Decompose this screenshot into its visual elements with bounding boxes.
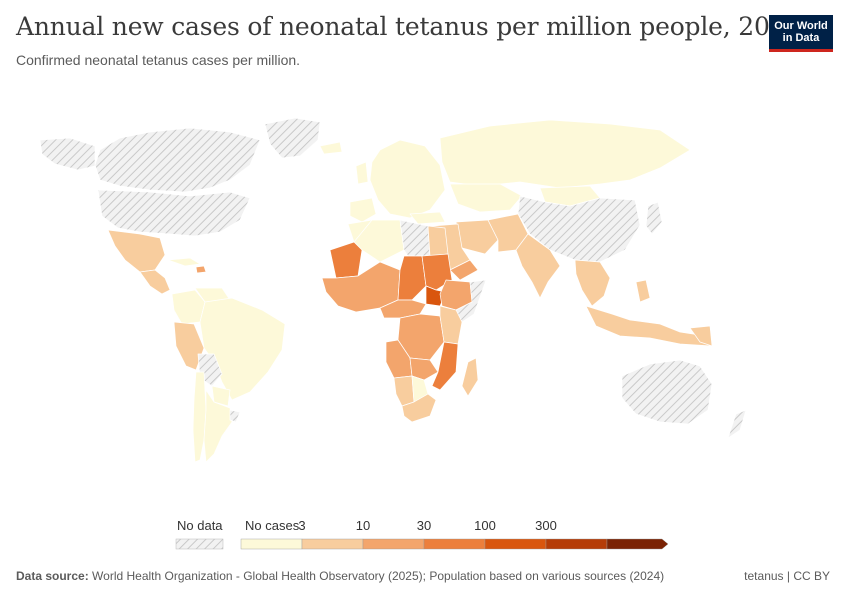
legend-label-3: 30 [417, 518, 431, 533]
data-source: Data source: World Health Organization -… [16, 569, 664, 583]
legend-label-0: No cases [245, 518, 300, 533]
region-chad[interactable] [397, 255, 427, 301]
region-yemen[interactable] [449, 259, 479, 281]
region-south-africa[interactable] [401, 393, 437, 423]
region-europe[interactable] [369, 139, 446, 219]
region-egypt[interactable] [427, 225, 449, 257]
data-source-text: World Health Organization - Global Healt… [92, 569, 665, 583]
region-papua-new-guinea[interactable] [689, 325, 713, 347]
legend-swatch-1 [301, 538, 364, 550]
region-madagascar[interactable] [461, 357, 479, 397]
legend-swatch-4 [484, 538, 547, 550]
region-philippines[interactable] [635, 279, 651, 303]
region-japan[interactable] [645, 201, 663, 235]
region-namibia[interactable] [393, 375, 415, 407]
region-china[interactable] [517, 195, 641, 263]
legend-swatch-0 [240, 538, 303, 550]
region-canada[interactable] [94, 127, 261, 193]
region-iberia[interactable] [349, 197, 377, 223]
region-libya[interactable] [399, 219, 431, 257]
logo-line-1: Our World [774, 20, 828, 32]
region-uruguay[interactable] [229, 409, 241, 423]
legend-label-1: 3 [298, 518, 305, 533]
region-chile[interactable] [192, 371, 207, 463]
region-uk[interactable] [355, 161, 369, 185]
legend-label-2: 10 [356, 518, 370, 533]
logo-line-2: in Data [782, 32, 820, 44]
region-indonesia[interactable] [585, 305, 713, 347]
owid-logo[interactable]: Our World in Data [769, 15, 833, 52]
region-india[interactable] [515, 233, 561, 299]
region-zambia[interactable] [409, 357, 439, 381]
region-central-africa[interactable] [379, 299, 427, 319]
region-mexico[interactable] [107, 229, 166, 273]
world-map[interactable] [0, 110, 850, 470]
legend-swatch-6 [606, 538, 669, 550]
chart-title: Annual new cases of neonatal tetanus per… [16, 12, 802, 41]
region-greenland[interactable] [264, 117, 321, 159]
region-argentina[interactable] [203, 389, 233, 463]
legend-label-5: 300 [535, 518, 557, 533]
legend-no-data-swatch [175, 538, 224, 550]
data-source-label: Data source: [16, 569, 89, 583]
region-peru[interactable] [173, 321, 205, 371]
region-australia[interactable] [621, 359, 713, 425]
region-mauritania[interactable] [329, 241, 363, 279]
region-central-america[interactable] [139, 269, 171, 295]
region-usa[interactable] [97, 189, 251, 237]
region-haiti[interactable] [195, 265, 207, 274]
legend-swatch-5 [545, 538, 608, 550]
region-iceland[interactable] [319, 141, 343, 155]
region-cuba[interactable] [167, 257, 201, 267]
map-legend: No data No cases 3 10 30 100 300 [175, 518, 669, 550]
region-new-zealand[interactable] [727, 409, 747, 439]
region-russia[interactable] [439, 119, 691, 189]
legend-swatch-2 [362, 538, 425, 550]
legend-label-4: 100 [474, 518, 496, 533]
region-paraguay[interactable] [211, 385, 231, 407]
region-mozambique[interactable] [431, 341, 459, 391]
region-southeast-asia[interactable] [574, 259, 611, 307]
legend-swatch-3 [423, 538, 486, 550]
region-kazakhstan[interactable] [449, 183, 523, 213]
credit-line: tetanus | CC BY [744, 569, 830, 583]
legend-no-data-label: No data [177, 518, 223, 533]
chart-subtitle: Confirmed neonatal tetanus cases per mil… [16, 52, 301, 68]
region-turkey[interactable] [409, 211, 446, 225]
region-alaska[interactable] [39, 137, 96, 171]
